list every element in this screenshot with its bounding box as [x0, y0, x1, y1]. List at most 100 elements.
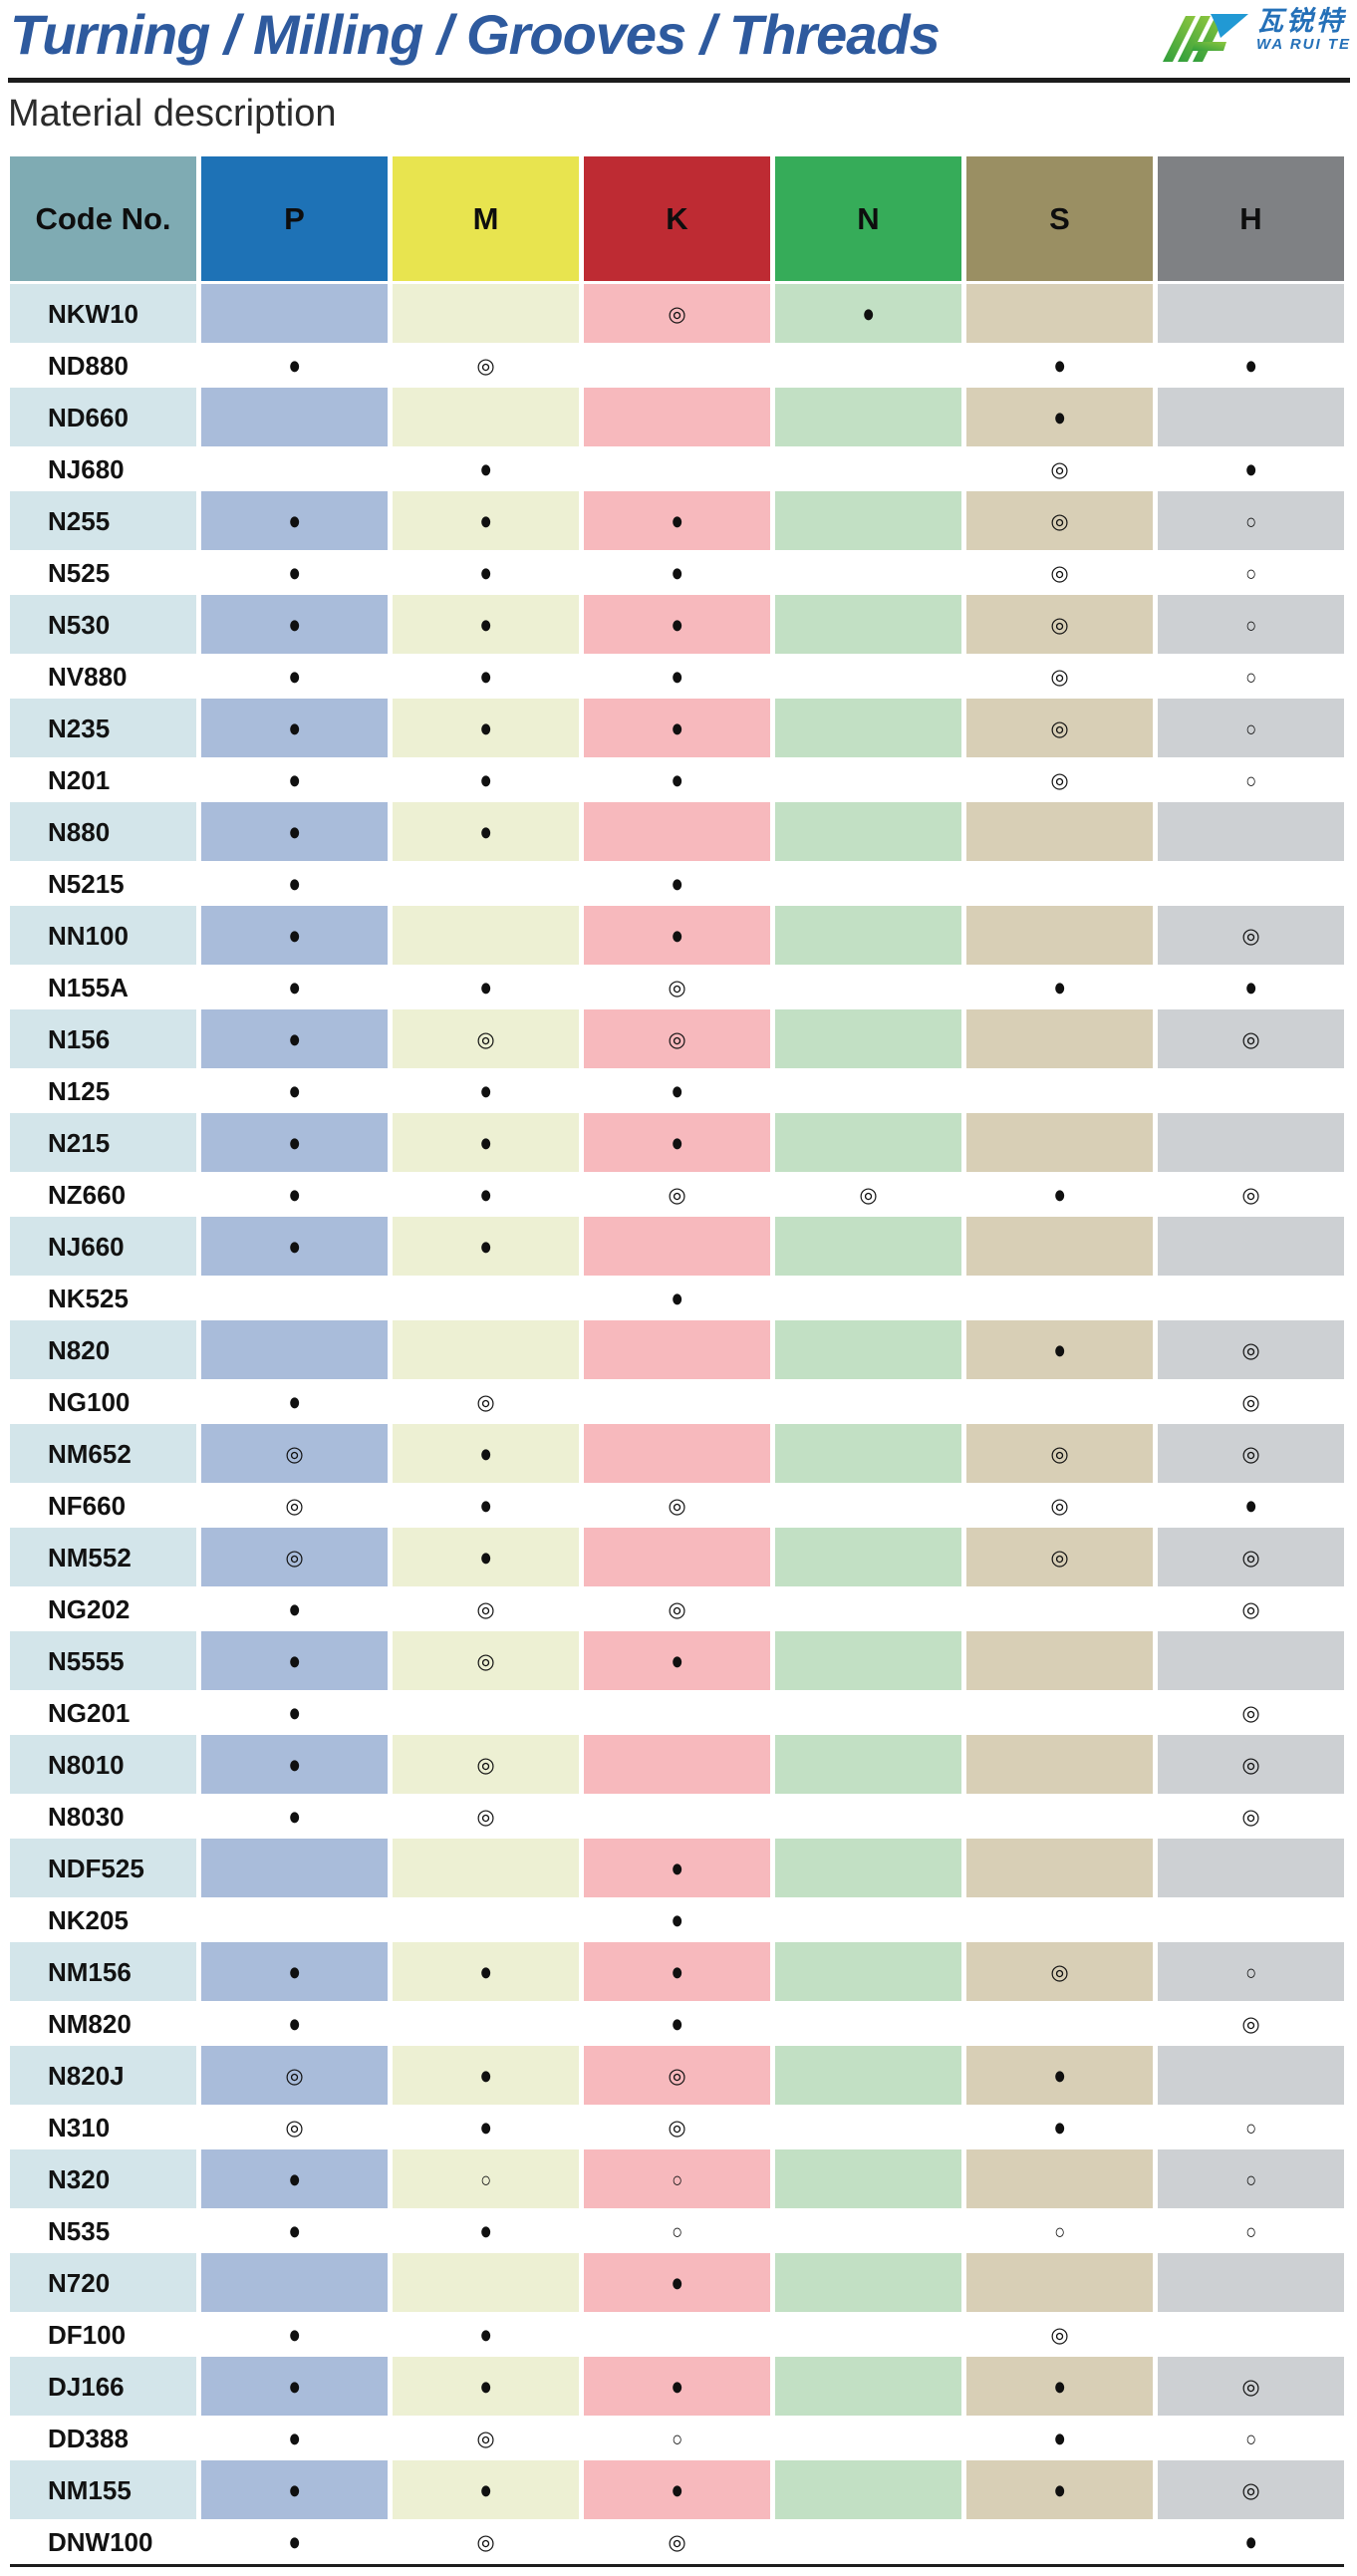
- filled-circle-icon: ●: [1244, 972, 1257, 1002]
- filled-circle-icon: ●: [671, 557, 683, 587]
- mark-cell-h: ◎: [1158, 2001, 1344, 2046]
- code-cell: NM155: [10, 2460, 196, 2519]
- mark-cell-k: ◎: [584, 284, 770, 343]
- mark-cell-k: [584, 1690, 770, 1735]
- mark-cell-s: ●: [966, 2046, 1153, 2105]
- mark-cell-s: ●: [966, 1172, 1153, 1217]
- mark-cell-n: [775, 2149, 961, 2208]
- double-circle-icon: ◎: [285, 1442, 304, 1466]
- double-circle-icon: ◎: [668, 2530, 686, 2554]
- mark-cell-m: ◎: [393, 2416, 579, 2460]
- double-circle-icon: ◎: [285, 2064, 304, 2088]
- mark-cell-m: [393, 2001, 579, 2046]
- mark-cell-s: [966, 1217, 1153, 1276]
- mark-cell-h: ○: [1158, 699, 1344, 757]
- code-cell: N820: [10, 1320, 196, 1379]
- mark-cell-n: [775, 1379, 961, 1424]
- mark-cell-k: ●: [584, 491, 770, 550]
- code-cell: NM652: [10, 1424, 196, 1483]
- mark-cell-h: ◎: [1158, 1379, 1344, 1424]
- mark-cell-m: ●: [393, 654, 579, 699]
- mark-cell-k: ◎: [584, 1586, 770, 1631]
- mark-cell-k: [584, 1424, 770, 1483]
- mark-cell-n: [775, 1839, 961, 1897]
- mark-cell-m: ●: [393, 2105, 579, 2149]
- code-cell: N125: [10, 1068, 196, 1113]
- table-row-nk205: NK205 ●: [10, 1897, 1344, 1942]
- filled-circle-icon: ●: [479, 713, 492, 742]
- mark-cell-k: ●: [584, 861, 770, 906]
- open-circle-icon: ○: [1245, 562, 1256, 586]
- mark-cell-p: ●: [201, 491, 388, 550]
- filled-circle-icon: ●: [671, 868, 683, 898]
- section-title: Material description: [8, 93, 337, 135]
- mark-cell-h: ○: [1158, 595, 1344, 654]
- filled-circle-icon: ●: [671, 1645, 683, 1675]
- mark-cell-n: [775, 757, 961, 802]
- double-circle-icon: ◎: [285, 1546, 304, 1570]
- double-circle-icon: ◎: [668, 1027, 686, 1051]
- filled-circle-icon: ●: [288, 2474, 301, 2504]
- mark-cell-h: ○: [1158, 654, 1344, 699]
- filled-circle-icon: ●: [288, 505, 301, 535]
- mark-cell-h: ◎: [1158, 1009, 1344, 1068]
- mark-cell-m: [393, 388, 579, 446]
- mark-cell-n: [775, 1631, 961, 1690]
- mark-cell-s: [966, 1631, 1153, 1690]
- table-row-dd388: DD388 ● ◎ ○ ● ○: [10, 2416, 1344, 2460]
- filled-circle-icon: ●: [288, 1231, 301, 1261]
- table-row-nv880: NV880 ● ● ● ◎ ○: [10, 654, 1344, 699]
- mark-cell-s: ◎: [966, 550, 1153, 595]
- filled-circle-icon: ●: [479, 1075, 492, 1105]
- filled-circle-icon: ●: [288, 661, 301, 691]
- double-circle-icon: ◎: [285, 1494, 304, 1518]
- mark-cell-p: ●: [201, 1379, 388, 1424]
- mark-cell-n: [775, 2460, 961, 2519]
- filled-circle-icon: ●: [479, 453, 492, 483]
- mark-cell-k: ●: [584, 1631, 770, 1690]
- table-row-nm652: NM652 ◎ ● ◎ ◎: [10, 1424, 1344, 1483]
- code-cell: N820J: [10, 2046, 196, 2105]
- mark-cell-n: [775, 1528, 961, 1586]
- mark-cell-h: ◎: [1158, 2357, 1344, 2416]
- mark-cell-k: ●: [584, 1839, 770, 1897]
- mark-cell-p: ●: [201, 2519, 388, 2564]
- mark-cell-s: ●: [966, 965, 1153, 1009]
- code-cell: NK525: [10, 1276, 196, 1320]
- double-circle-icon: ◎: [1050, 768, 1069, 792]
- mark-cell-m: ●: [393, 2208, 579, 2253]
- filled-circle-icon: ●: [671, 1956, 683, 1986]
- code-cell: N255: [10, 491, 196, 550]
- mark-cell-p: ●: [201, 2416, 388, 2460]
- double-circle-icon: ◎: [476, 354, 495, 378]
- code-cell: NK205: [10, 1897, 196, 1942]
- mark-cell-m: ●: [393, 1942, 579, 2001]
- mark-cell-p: [201, 1320, 388, 1379]
- mark-cell-p: ◎: [201, 2105, 388, 2149]
- mark-cell-s: ●: [966, 388, 1153, 446]
- mark-cell-k: ●: [584, 906, 770, 965]
- code-cell: N215: [10, 1113, 196, 1172]
- mark-cell-m: [393, 284, 579, 343]
- code-cell: NDF525: [10, 1839, 196, 1897]
- mark-cell-s: ●: [966, 2105, 1153, 2149]
- mark-cell-s: ●: [966, 343, 1153, 388]
- filled-circle-icon: ●: [1053, 1334, 1066, 1364]
- mark-cell-h: ○: [1158, 2208, 1344, 2253]
- code-cell: N320: [10, 2149, 196, 2208]
- table-row-nm156: NM156 ● ● ● ◎ ○: [10, 1942, 1344, 2001]
- code-cell: NKW10: [10, 284, 196, 343]
- filled-circle-icon: ●: [479, 1542, 492, 1572]
- filled-circle-icon: ●: [671, 713, 683, 742]
- filled-circle-icon: ●: [288, 1956, 301, 1986]
- mark-cell-h: ○: [1158, 2416, 1344, 2460]
- double-circle-icon: ◎: [1050, 613, 1069, 637]
- double-circle-icon: ◎: [1050, 457, 1069, 481]
- mark-cell-s: ◎: [966, 757, 1153, 802]
- mark-cell-n: [775, 1897, 961, 1942]
- mark-cell-k: ●: [584, 2357, 770, 2416]
- mark-cell-k: ◎: [584, 2519, 770, 2564]
- table-row-n320: N320 ● ○ ○ ○: [10, 2149, 1344, 2208]
- mark-cell-s: ◎: [966, 1942, 1153, 2001]
- table-row-ng201: NG201 ● ◎: [10, 1690, 1344, 1735]
